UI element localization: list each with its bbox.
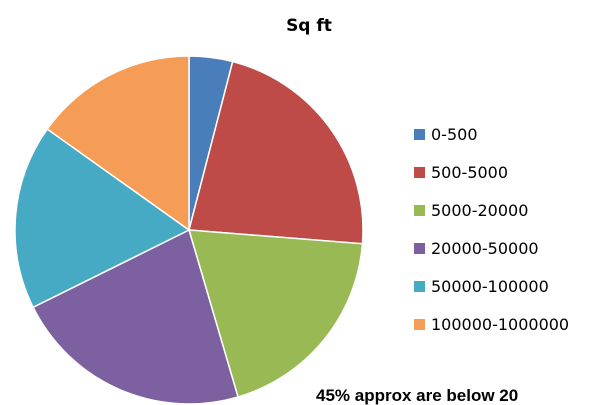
legend-label-5000-20000: 5000-20000 xyxy=(431,201,528,220)
legend-swatch-5000-20000 xyxy=(414,205,425,216)
pie-slice-100000-1000000 xyxy=(46,55,190,232)
legend-swatch-500-5000 xyxy=(414,167,425,178)
legend-swatch-0-500 xyxy=(414,129,425,140)
chart-title: Sq ft xyxy=(286,16,332,36)
pie-slice-5000-20000 xyxy=(187,229,364,398)
legend-swatch-50000-100000 xyxy=(414,281,425,292)
pie-slices xyxy=(14,55,364,405)
legend: 0-500 500-5000 5000-20000 20000-50000 50000-… xyxy=(414,125,569,334)
pie-slice-50000-100000 xyxy=(14,128,191,309)
legend-swatch-100000-1000000 xyxy=(414,319,425,330)
legend-label-0-500: 0-500 xyxy=(431,125,478,144)
pie-slice-500-5000 xyxy=(188,60,364,245)
legend-label-20000-50000: 20000-50000 xyxy=(431,239,539,258)
pie-slice-20000-50000 xyxy=(32,228,239,405)
chart-annotation: 45% approx are below 20 xyxy=(316,386,518,405)
legend-label-500-5000: 500-5000 xyxy=(431,163,508,182)
legend-label-50000-100000: 50000-100000 xyxy=(431,277,549,296)
legend-swatch-20000-50000 xyxy=(414,243,425,254)
legend-label-100000-1000000: 100000-1000000 xyxy=(431,315,569,334)
